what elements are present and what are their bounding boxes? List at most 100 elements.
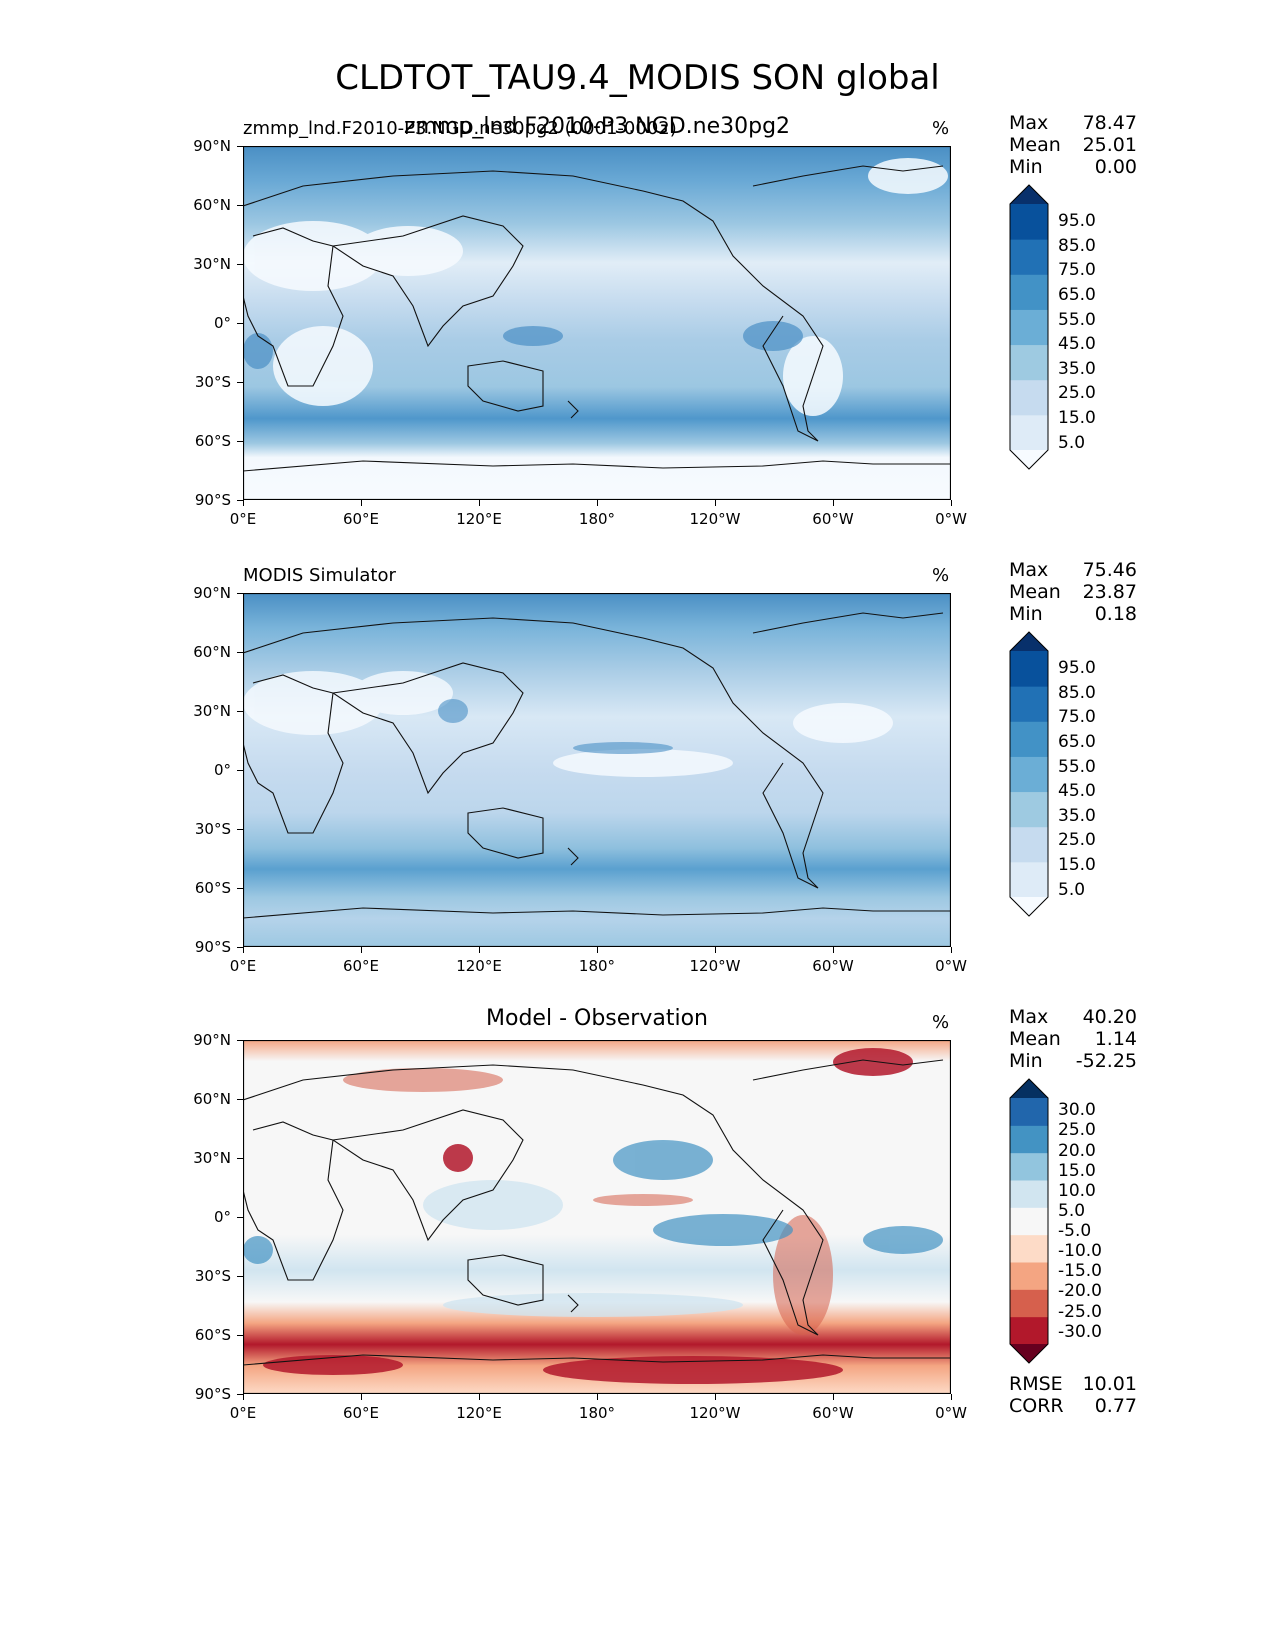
lat-tick-mark [237,770,243,771]
panel1-max-label: Max [1009,112,1049,134]
lat-tick-label: 30°N [193,255,231,273]
panel1-min-label: Min [1009,156,1043,178]
lat-tick-label: 90°S [194,1385,231,1403]
lat-tick-label: 60°S [194,432,231,450]
colorbar-extend-top [1010,1079,1048,1098]
panel1-mean: 25.01 [1082,134,1137,156]
lat-tick-mark [237,382,243,383]
colorbar-tick-label: 10.0 [1058,1180,1096,1201]
lon-tick-label: 180° [578,510,616,528]
colorbar-extend-top [1010,632,1048,651]
colorbar-tick-label: 5.0 [1058,432,1086,453]
lat-tick-mark [237,1040,243,1041]
lon-tick-label: 0°E [229,510,257,528]
panel2-min: 0.18 [1094,603,1137,625]
colorbar-tick-label: 5.0 [1058,1200,1086,1221]
colorbar-band [1010,1234,1048,1263]
colorbar-outline [1009,1078,1049,1364]
colorbar-band [1010,721,1048,757]
lon-tick-mark [951,1394,952,1400]
lon-tick-mark [479,947,480,953]
colorbar-band [1010,651,1048,687]
lat-tick-mark [237,1099,243,1100]
colorbar-band [1010,826,1048,863]
panel2-coastlines [243,612,951,919]
lon-tick-mark [833,1394,834,1400]
panel3-coastlines [243,1059,951,1366]
lon-tick-mark [361,500,362,506]
lon-tick-label: 0°E [229,957,257,975]
colorbar-band [1010,791,1048,828]
colorbar-tick-label: 85.0 [1058,682,1096,703]
panel2-stats: Max 75.46 Mean 23.87 Min 0.18 [1009,559,1137,625]
colorbar-band [1010,1262,1048,1290]
lon-tick-label: 0°E [229,1404,257,1422]
colorbar-tick-label: 30.0 [1058,1100,1096,1121]
panel1-colorbar-labels: 5.0 15.0 25.0 35.0 45.0 55.0 65.0 75.0 85.0 95.0 [1058,184,1138,470]
lon-tick-mark [597,500,598,506]
panel2-max: 75.46 [1082,559,1137,581]
lat-tick-label: 90°S [194,491,231,509]
lat-tick-mark [237,500,243,501]
lon-tick-label: 120°W [689,1404,741,1422]
lat-tick-label: 60°N [193,196,231,214]
colorbar-band [1010,1125,1048,1154]
colorbar-band [1010,1180,1048,1208]
colorbar-band [1010,861,1048,898]
panel3-max-label: Max [1009,1006,1049,1028]
lon-tick-mark [833,947,834,953]
lon-tick-label: 60°W [812,957,854,975]
corr-value: 0.77 [1094,1395,1137,1417]
lat-tick-label: 90°N [193,584,231,602]
colorbar-band [1010,379,1048,416]
lon-tick-mark [479,1394,480,1400]
lat-tick-mark [237,205,243,206]
lat-tick-mark [237,264,243,265]
lon-tick-mark [951,947,952,953]
colorbar-tick-label: 65.0 [1058,732,1096,753]
lat-tick-label: 30°N [193,702,231,720]
colorbar-tick-label: 15.0 [1058,855,1096,876]
colorbar-band [1010,1098,1048,1126]
colorbar-tick-label: -5.0 [1058,1221,1092,1242]
panel2-units: % [932,565,950,586]
colorbar-tick-label: 25.0 [1058,383,1096,404]
lon-tick-mark [361,947,362,953]
lat-tick-mark [237,652,243,653]
lat-tick-label: 30°S [194,1267,231,1285]
panel3-colorbar-labels: -30.0 -25.0 -20.0 -15.0 -10.0 -5.0 5.0 10.0 15.0… [1058,1078,1138,1364]
lon-tick-label: 120°W [689,957,741,975]
colorbar-tick-label: 15.0 [1058,1160,1096,1181]
lon-tick-mark [243,500,244,506]
panel2-mean: 23.87 [1082,581,1137,603]
panel2-mean-label: Mean [1009,581,1061,603]
lon-tick-mark [833,500,834,506]
panel1-units: % [932,118,950,139]
panel3-map [243,1040,951,1394]
lat-tick-mark [237,593,243,594]
panel1-min: 0.00 [1094,156,1137,178]
lon-tick-label: 60°E [342,1404,380,1422]
lon-tick-mark [479,500,480,506]
lat-tick-label: 90°N [193,1031,231,1049]
colorbar-band [1010,344,1048,381]
colorbar-tick-label: -20.0 [1058,1281,1102,1302]
colorbar-tick-label: 75.0 [1058,707,1096,728]
colorbar-tick-label: 35.0 [1058,358,1096,379]
panel3-min-label: Min [1009,1050,1043,1072]
lat-tick-label: 30°S [194,820,231,838]
lat-tick-label: 0° [213,761,231,779]
colorbar-extend-bottom [1010,450,1048,469]
lon-tick-label: 60°W [812,1404,854,1422]
lon-tick-label: 60°W [812,510,854,528]
colorbar-tick-label: 25.0 [1058,1120,1096,1141]
panel3-field [243,1040,951,1394]
lon-tick-mark [597,1394,598,1400]
colorbar-band [1010,1316,1048,1345]
lon-tick-mark [243,1394,244,1400]
panel2-map [243,593,951,947]
panel3-colorbar [1009,1078,1049,1364]
lon-tick-label: 0°W [935,510,967,528]
colorbar-tick-label: 15.0 [1058,408,1096,429]
colorbar-tick-label: -25.0 [1058,1301,1102,1322]
